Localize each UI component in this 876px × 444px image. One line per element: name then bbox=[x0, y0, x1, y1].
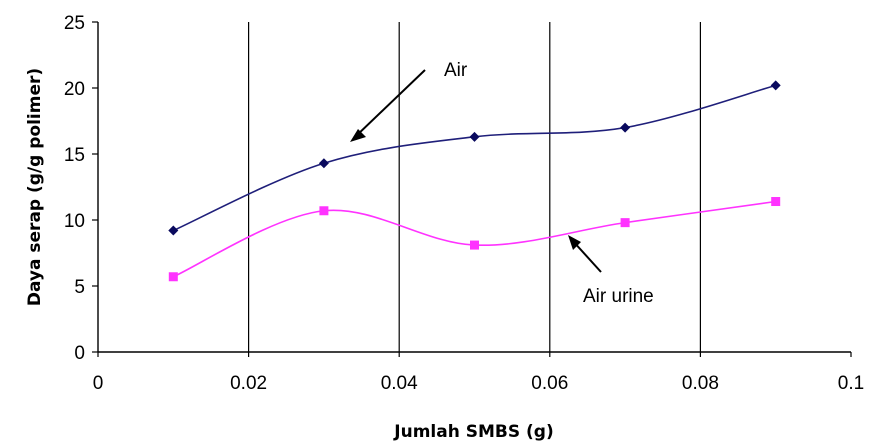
data-point-square bbox=[771, 197, 781, 207]
y-tick-labels: 0 5 10 15 20 25 bbox=[64, 13, 85, 364]
gridlines bbox=[248, 22, 702, 352]
x-tick-labels: 0 0.02 0.04 0.06 0.08 0.1 bbox=[93, 373, 865, 394]
series-air-urine bbox=[168, 197, 781, 282]
series-line bbox=[172, 200, 776, 278]
y-tick-label: 15 bbox=[64, 145, 85, 166]
series-layer bbox=[168, 80, 781, 282]
series-line bbox=[172, 84, 776, 232]
data-point-square bbox=[470, 240, 479, 250]
annotations: Air Air urine bbox=[350, 60, 654, 307]
x-tick-label: 0 bbox=[93, 373, 104, 394]
x-tick-label: 0.08 bbox=[682, 373, 719, 394]
air-urine-arrow-head bbox=[568, 235, 581, 250]
data-point-square bbox=[620, 218, 630, 228]
x-tick-label: 0.1 bbox=[838, 373, 864, 394]
y-axis-title: Daya serap (g/g polimer) bbox=[25, 68, 45, 306]
y-tick-label: 0 bbox=[74, 343, 85, 364]
air-arrow-head bbox=[350, 129, 366, 142]
y-tick-label: 25 bbox=[64, 13, 85, 34]
data-point-diamond bbox=[469, 131, 480, 142]
data-point-diamond bbox=[318, 158, 329, 169]
x-tick-label: 0.06 bbox=[531, 373, 568, 394]
series-air bbox=[168, 80, 781, 236]
x-axis-title: Jumlah SMBS (g) bbox=[393, 422, 553, 442]
air-annotation-label: Air bbox=[444, 60, 468, 81]
data-point-square bbox=[319, 206, 329, 216]
x-tick-label: 0.04 bbox=[381, 373, 418, 394]
axes bbox=[92, 21, 852, 357]
y-tick-label: 10 bbox=[64, 211, 85, 232]
data-point-diamond bbox=[770, 80, 781, 91]
air-urine-annotation-label: Air urine bbox=[583, 286, 654, 307]
air-arrow-line bbox=[354, 69, 426, 138]
data-point-square bbox=[168, 272, 178, 282]
y-tick-label: 5 bbox=[74, 277, 85, 298]
x-tick-label: 0.02 bbox=[230, 373, 267, 394]
data-point-diamond bbox=[620, 122, 631, 133]
y-tick-label: 20 bbox=[64, 79, 85, 100]
data-point-diamond bbox=[168, 225, 179, 236]
